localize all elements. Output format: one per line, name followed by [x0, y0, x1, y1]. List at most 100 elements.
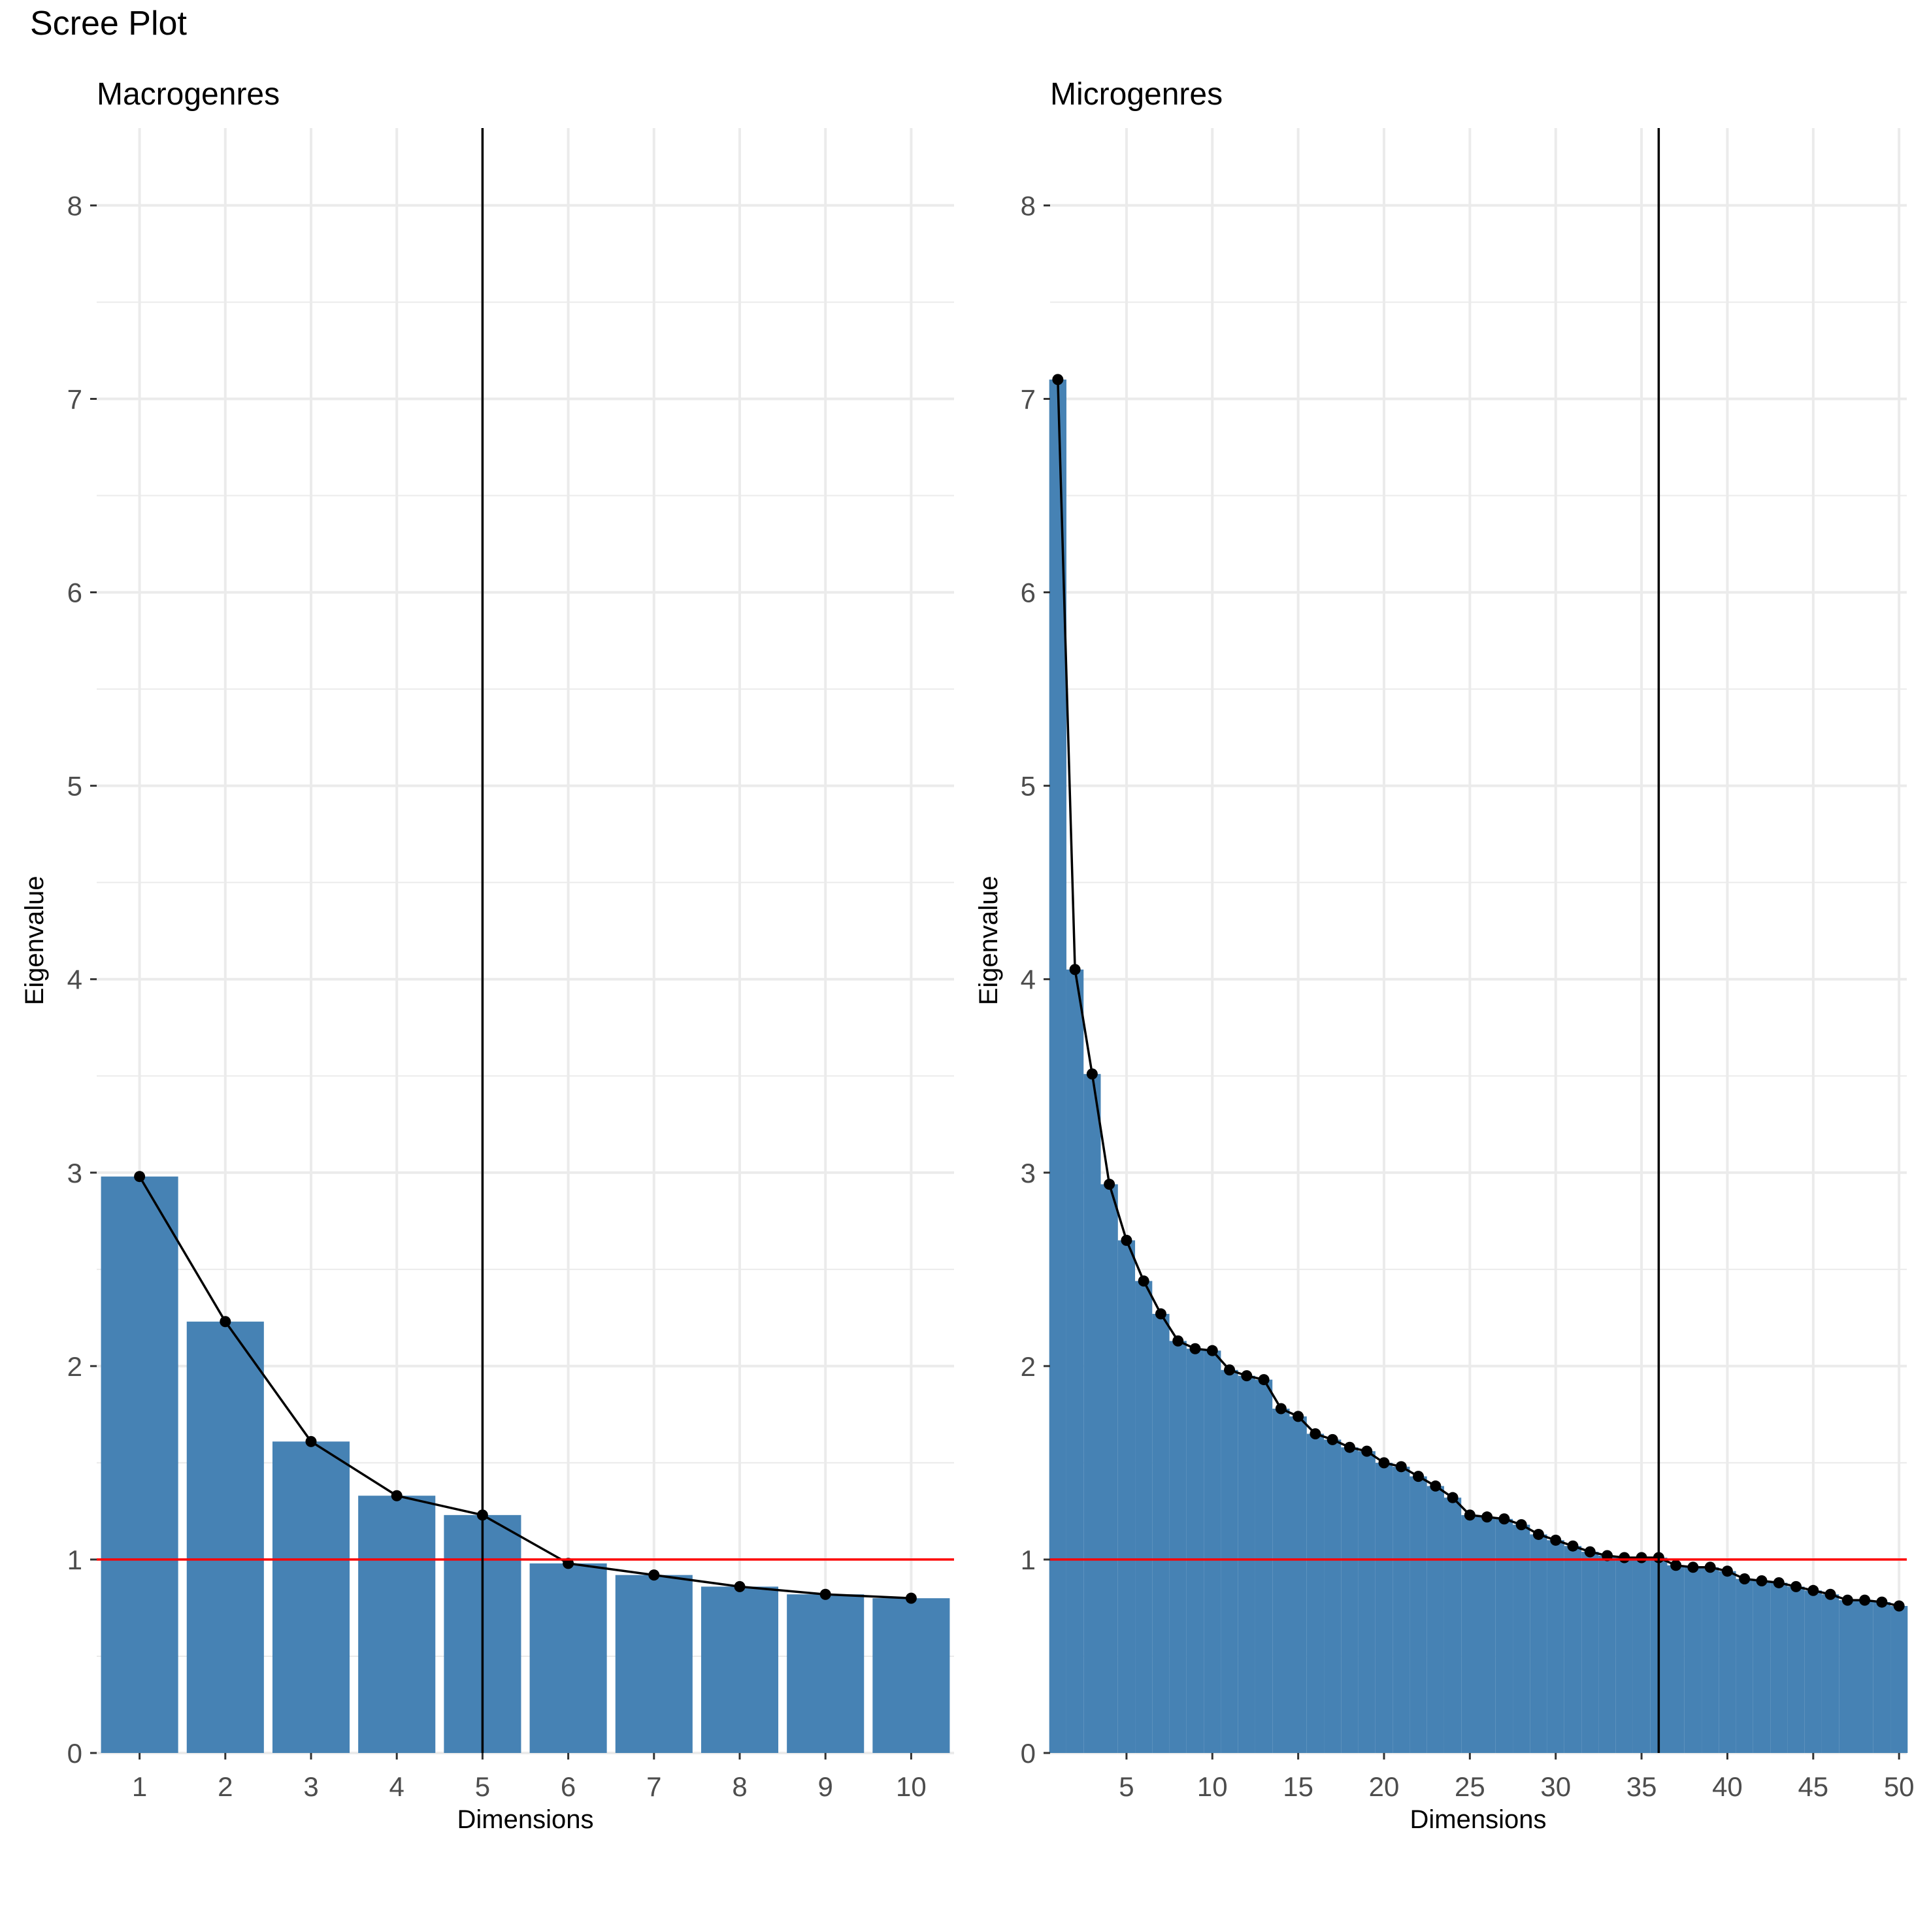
x-tick-label: 6 [561, 1771, 576, 1802]
data-point [134, 1171, 146, 1183]
panel-macrogenres: Macrogenres 0 1 2 3 4 5 6 7 8 1 2 3 4 5 6 7 8 9 10 Dimension… [20, 77, 954, 1834]
bar [1066, 969, 1084, 1753]
bar [1719, 1571, 1736, 1753]
y-tick-label: 7 [1021, 384, 1036, 415]
bar [1513, 1524, 1530, 1753]
y-tick-label: 3 [1021, 1158, 1036, 1188]
bar [1615, 1557, 1633, 1753]
x-tick-label: 10 [896, 1771, 927, 1802]
figure-title: Scree Plot [30, 5, 187, 42]
y-axis: 0 1 2 3 4 5 6 7 8 [1021, 190, 1050, 1769]
bar [1117, 1240, 1136, 1753]
y-tick-label: 2 [67, 1351, 82, 1382]
data-point [1841, 1594, 1853, 1606]
data-point [1704, 1562, 1716, 1573]
bar [701, 1586, 779, 1753]
data-point [905, 1592, 917, 1604]
x-tick-label: 1 [132, 1771, 147, 1802]
data-point [1893, 1600, 1905, 1612]
data-point [391, 1490, 403, 1501]
data-point [1619, 1552, 1630, 1564]
data-point [1361, 1445, 1373, 1457]
data-point [1275, 1403, 1287, 1415]
bar [186, 1321, 264, 1753]
y-tick-label: 0 [1021, 1738, 1036, 1769]
bar [1443, 1498, 1462, 1753]
data-point [1155, 1308, 1166, 1320]
points [1052, 374, 1905, 1612]
x-tick-label: 5 [475, 1771, 490, 1802]
y-tick-label: 1 [67, 1545, 82, 1575]
data-point [648, 1569, 660, 1581]
data-point [220, 1316, 231, 1328]
bar [1135, 1281, 1153, 1753]
data-point [1172, 1335, 1184, 1347]
bar [1478, 1516, 1496, 1753]
data-point [1104, 1179, 1115, 1190]
bar [1702, 1567, 1719, 1753]
x-axis-title: Dimensions [1410, 1805, 1547, 1834]
bar [615, 1575, 693, 1753]
eigenvalue-line [139, 1175, 912, 1599]
data-point [1824, 1588, 1836, 1600]
bar [1169, 1341, 1187, 1753]
data-point [1447, 1492, 1459, 1503]
bar [1547, 1540, 1564, 1753]
bar [1289, 1416, 1307, 1753]
y-tick-label: 6 [1021, 578, 1036, 608]
data-point [1670, 1560, 1682, 1571]
bar [1410, 1476, 1427, 1753]
bar [872, 1598, 950, 1753]
bar [1632, 1557, 1651, 1753]
x-tick-label: 2 [218, 1771, 233, 1802]
bars [101, 1176, 950, 1753]
x-tick-label: 40 [1712, 1771, 1743, 1802]
bar [1100, 1184, 1118, 1753]
bar [1770, 1582, 1788, 1753]
data-point [1069, 964, 1081, 975]
data-point [1550, 1534, 1562, 1546]
bar [1598, 1556, 1616, 1753]
y-tick-label: 2 [1021, 1351, 1036, 1382]
bar [272, 1441, 350, 1753]
data-point [1859, 1594, 1871, 1606]
data-point [1086, 1068, 1098, 1080]
bar [1324, 1439, 1342, 1753]
bar [1426, 1486, 1444, 1753]
data-point [1721, 1565, 1733, 1577]
data-point [1293, 1411, 1304, 1422]
x-tick-label: 8 [732, 1771, 747, 1802]
data-point [1395, 1461, 1407, 1473]
data-point [1515, 1519, 1527, 1531]
data-point [819, 1588, 831, 1600]
y-tick-label: 6 [67, 578, 82, 608]
x-tick-label: 35 [1626, 1771, 1657, 1802]
y-tick-label: 4 [1021, 964, 1036, 995]
bar [1856, 1600, 1873, 1753]
data-point [1481, 1511, 1493, 1523]
data-point [1258, 1374, 1270, 1386]
data-point [1498, 1513, 1510, 1525]
y-tick-label: 8 [67, 190, 82, 221]
bar [1667, 1565, 1685, 1753]
data-point [1241, 1370, 1253, 1382]
data-point [1687, 1562, 1699, 1573]
x-axis: 5 10 15 20 25 30 35 40 45 50 [1119, 1753, 1915, 1802]
x-tick-label: 25 [1455, 1771, 1485, 1802]
x-tick-label: 20 [1369, 1771, 1400, 1802]
data-point [1584, 1546, 1596, 1558]
x-tick-label: 45 [1798, 1771, 1828, 1802]
panel-title: Macrogenres [97, 77, 280, 112]
data-point [1464, 1509, 1476, 1521]
y-tick-label: 1 [1021, 1545, 1036, 1575]
y-tick-label: 7 [67, 384, 82, 415]
data-point [1310, 1428, 1321, 1439]
bar [1581, 1552, 1599, 1753]
data-point [1807, 1584, 1819, 1596]
bar [1341, 1447, 1359, 1753]
data-point [1636, 1552, 1647, 1564]
bar [787, 1594, 865, 1753]
bar [1495, 1518, 1513, 1753]
